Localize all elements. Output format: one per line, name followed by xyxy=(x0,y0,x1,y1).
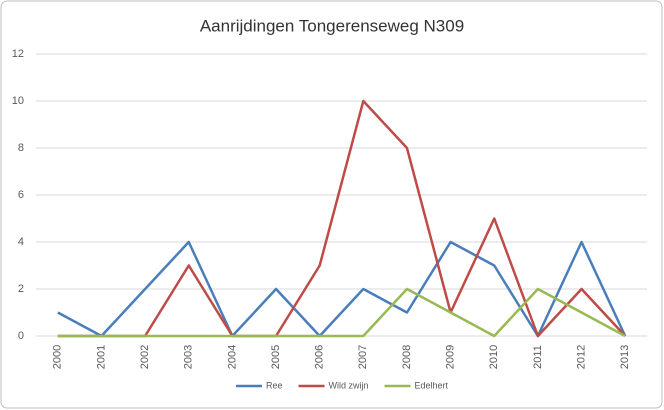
x-tick-label: 2010 xyxy=(488,345,500,369)
y-tick-label: 12 xyxy=(12,48,24,60)
x-tick-label: 2000 xyxy=(52,345,64,369)
series-line xyxy=(57,99,627,338)
x-tick-label: 2002 xyxy=(139,345,151,369)
series-line xyxy=(57,240,627,338)
y-tick-label: 2 xyxy=(18,283,24,295)
chart-title: Aanrijdingen Tongerenseweg N309 xyxy=(200,16,464,35)
series-line xyxy=(57,287,626,338)
y-tick-label: 4 xyxy=(18,236,24,248)
x-tick-label: 2012 xyxy=(575,345,587,369)
y-tick-label: 0 xyxy=(18,330,24,342)
x-tick-label: 2011 xyxy=(532,345,544,369)
y-tick-label: 6 xyxy=(18,189,24,201)
x-tick-label: 2008 xyxy=(401,345,413,369)
y-tick-label: 8 xyxy=(18,142,24,154)
legend-label: Wild zwijn xyxy=(329,380,369,390)
x-tick-label: 2003 xyxy=(183,345,195,369)
x-tick-label: 2009 xyxy=(445,345,457,369)
x-tick-label: 2013 xyxy=(619,345,631,369)
y-tick-label: 10 xyxy=(12,95,24,107)
x-tick-label: 2006 xyxy=(314,345,326,369)
x-tick-label: 2007 xyxy=(357,345,369,369)
legend-label: Ree xyxy=(266,380,283,390)
legend-label: Edelhert xyxy=(415,380,449,390)
x-tick-label: 2005 xyxy=(270,345,282,369)
x-tick-label: 2001 xyxy=(95,345,107,369)
x-tick-label: 2004 xyxy=(226,345,238,369)
